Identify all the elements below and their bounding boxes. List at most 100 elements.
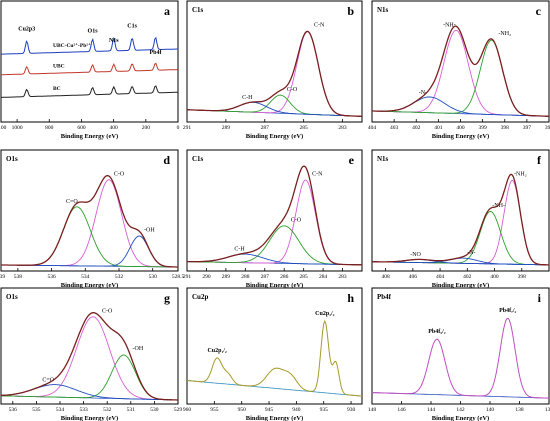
x-tick-label: 529 (174, 407, 183, 413)
x-tick-label: 955 (210, 407, 219, 413)
panel-title: C1s (192, 155, 204, 163)
x-tick-label: 404 (436, 274, 445, 280)
x-tick-label: 401 (434, 125, 443, 131)
plot-frame (371, 0, 550, 123)
peak-label: C-N (314, 22, 325, 28)
peak-label: -N- (467, 250, 475, 256)
spectrum-line (372, 317, 549, 399)
panel-label: b (347, 4, 354, 18)
x-tick-label: 539 (0, 274, 5, 280)
plot-frame (186, 149, 363, 272)
peak-label: C-O (291, 218, 302, 224)
x-tick-label: 536 (47, 274, 56, 280)
peak-annotation: C1s (127, 23, 137, 29)
x-tick-label: 533 (79, 407, 88, 413)
peak-annotation: Pb4f₅/₂ (428, 329, 445, 335)
peak-label: C=O (66, 199, 78, 205)
peak-label: -NH- (443, 22, 456, 28)
plot-frame (0, 287, 179, 405)
panel-title: N1s (377, 155, 389, 163)
x-tick-label: 1100 (0, 125, 7, 131)
x-tick-label: 290 (202, 274, 211, 280)
x-axis-label: Binding Energy (eV) (61, 415, 118, 421)
chart-panel-f: 408 406 404 402 400 398 Binding Energy (eV) f N1… (371, 149, 550, 289)
x-axis-label: Binding Energy (eV) (432, 133, 489, 140)
x-tick-label: 960 (183, 407, 192, 413)
x-tick-label: 287 (261, 125, 270, 131)
panel-title: O1s (6, 293, 18, 301)
series-label: UBC-Cu²⁺-Pb²⁺ (53, 43, 91, 49)
plot-frame (186, 0, 363, 123)
x-tick-label: 945 (265, 407, 274, 413)
x-axis-label: Binding Energy (eV) (61, 282, 118, 289)
chart-panel-a: 1100 1000 800 600 400 200 0 Binding Energy (eV)… (0, 0, 180, 140)
peak-label: C-O (102, 309, 113, 315)
x-axis-label: Binding Energy (eV) (61, 133, 118, 140)
x-tick-label: 136 (545, 407, 550, 413)
x-axis-label: Binding Energy (eV) (246, 282, 303, 289)
x-tick-label: 200 (142, 125, 151, 131)
x-tick-label: 398 (501, 125, 510, 131)
spectrum-line (187, 165, 363, 266)
x-tick-label: 291 (183, 274, 192, 280)
x-tick-label: 138 (515, 407, 524, 413)
series-label: BC (53, 86, 61, 92)
x-tick-label: 146 (397, 407, 406, 413)
x-tick-label: 289 (222, 274, 231, 280)
x-tick-label: 285 (300, 125, 309, 131)
chart-panel-e: 291 290 289 288 287 286 285 284 283 Binding Energ… (183, 149, 363, 289)
x-tick-label: 403 (390, 125, 399, 131)
x-tick-label: 408 (381, 274, 390, 280)
x-tick-label: 148 (368, 407, 377, 413)
chart-panel-i: 148 146 144 142 140 138 136 Binding Energy (eV)… (368, 287, 550, 421)
x-tick-label: 283 (338, 125, 347, 131)
spectrum-line (372, 25, 549, 117)
x-tick-label: 0 (177, 125, 180, 131)
spectrum-line (372, 173, 549, 266)
x-tick-label: 396 (545, 125, 550, 131)
panel-label: c (536, 4, 542, 18)
x-tick-label: 600 (77, 125, 86, 131)
plot-frame (186, 287, 363, 405)
panel-title: C1s (192, 6, 204, 14)
peak-annotation: N1s (109, 38, 119, 44)
x-tick-label: 283 (338, 274, 347, 280)
panel-title: O1s (6, 155, 18, 163)
chart-panel-c: 404 403 402 401 400 399 398 397 396 Binding Energ… (368, 0, 550, 140)
x-tick-label: 406 (409, 274, 418, 280)
peak-label: C-O (114, 171, 125, 177)
panel-title: Cu2p (192, 293, 208, 301)
series-label: UBC (53, 64, 65, 70)
x-tick-label: 397 (523, 125, 532, 131)
spectrum-line (186, 319, 363, 397)
x-tick-label: 400 (456, 125, 465, 131)
x-tick-label: 950 (238, 407, 247, 413)
peak-annotation: Pb4f (149, 50, 162, 56)
chart-panel-g: 536 535 534 533 532 531 530 529 Binding Energy (… (0, 287, 183, 421)
x-tick-label: 287 (261, 274, 270, 280)
x-tick-label: 285 (300, 274, 309, 280)
plot-frame (371, 287, 550, 405)
x-tick-label: 400 (110, 125, 119, 131)
x-tick-label: 800 (45, 125, 54, 131)
panel-label: i (538, 291, 542, 305)
x-tick-label: 144 (427, 407, 436, 413)
chart-panel-b: 291 289 287 285 283 Binding Energy (eV) b C1s C-… (183, 0, 363, 140)
peak-label: -N- (419, 90, 427, 96)
x-tick-label: 400 (490, 274, 499, 280)
panel-label: f (537, 153, 542, 167)
peak-label: C-H (234, 247, 245, 253)
x-tick-label: 288 (241, 274, 250, 280)
peak-annotation: Cu2p₁/₂ (207, 348, 226, 354)
peak-label: -OH (144, 227, 155, 233)
x-tick-label: 538 (14, 274, 23, 280)
x-tick-label: 140 (486, 407, 495, 413)
x-axis-label: Binding Energy (eV) (246, 415, 303, 421)
survey-series-line (1, 36, 178, 55)
x-tick-label: 399 (479, 125, 488, 131)
spectrum-line (186, 30, 362, 117)
peak-label: C-H (242, 95, 253, 101)
peak-label: C-O (287, 87, 298, 93)
panel-title: Pb4f (377, 293, 392, 301)
panel-title: N1s (377, 6, 389, 14)
